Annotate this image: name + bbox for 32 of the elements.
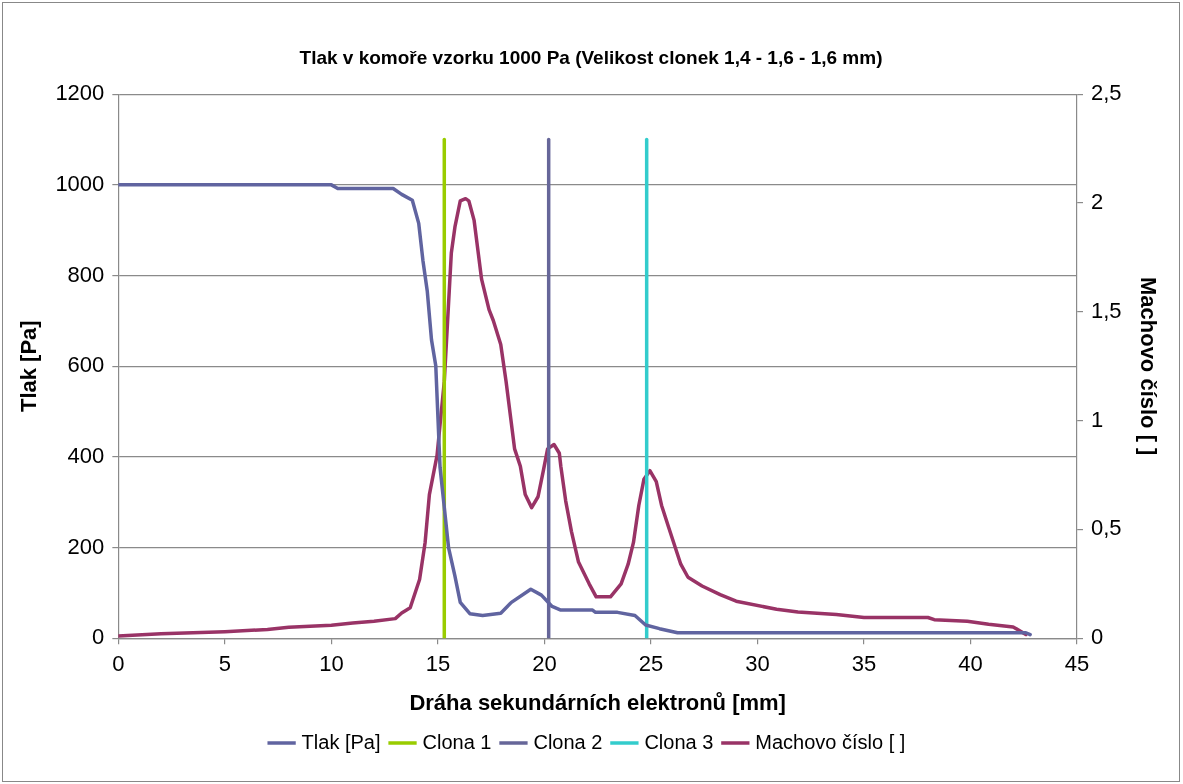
y2-tick-label: 1 (1091, 406, 1104, 432)
y-tick-label: 400 (67, 442, 105, 468)
y2-tick-label: 1,5 (1091, 297, 1122, 323)
y2-tick-label: 2 (1091, 189, 1104, 215)
x-tick-label: 40 (958, 651, 983, 677)
legend-label: Clona 3 (644, 730, 714, 753)
x-tick-label: 0 (112, 651, 125, 677)
legend-label: Clona 1 (422, 730, 492, 753)
legend-label: Tlak [Pa] (301, 730, 381, 753)
y2-tick-label: 2,5 (1091, 80, 1122, 106)
x-tick-label: 45 (1064, 651, 1090, 677)
x-tick-label: 5 (218, 651, 231, 677)
y-tick-label: 1200 (55, 80, 105, 106)
y-tick-label: 200 (67, 533, 105, 559)
x-tick-label: 35 (851, 651, 877, 677)
y2-tick-label: 0,5 (1091, 515, 1122, 541)
x-tick-label: 15 (425, 651, 451, 677)
y-tick-label: 0 (92, 624, 105, 650)
y2-tick-label: 0 (1091, 624, 1104, 650)
y-tick-label: 600 (67, 352, 105, 378)
x-tick-label: 10 (319, 651, 344, 677)
x-axis-title: Dráha sekundárních elektronů [mm] (409, 689, 786, 715)
legend-label: Clona 2 (533, 730, 603, 753)
x-tick-label: 30 (745, 651, 770, 677)
y-tick-label: 1000 (55, 170, 105, 196)
y2-axis-title: Machovo číslo [ ] (1135, 276, 1161, 456)
x-tick-label: 25 (638, 651, 664, 677)
x-tick-label: 20 (532, 651, 557, 677)
legend-label: Machovo číslo [ ] (755, 730, 906, 753)
y-tick-label: 800 (67, 261, 105, 287)
y-axis-title: Tlak [Pa] (16, 320, 42, 413)
chart-title: Tlak v komoře vzorku 1000 Pa (Velikost clonek 1,4 - 1,6 - 1,6 mm) (298, 47, 884, 69)
